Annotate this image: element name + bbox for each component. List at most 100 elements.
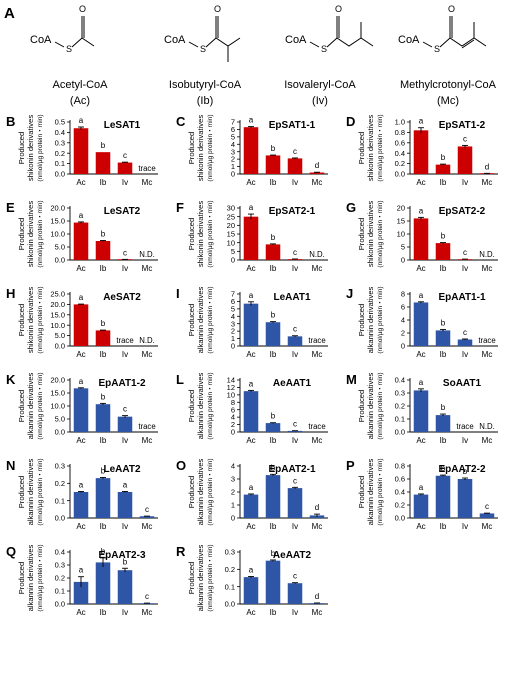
y-tick-label: 4 <box>231 413 235 422</box>
value-note: trace <box>138 422 155 431</box>
x-tick-label: Ac <box>76 522 85 531</box>
y-axis-label: (nmol/µg protein・min) <box>207 372 214 439</box>
chart-panel-n: N LeAAT2 Produced alkannin derivatives (nmol… <box>6 458 158 531</box>
x-tick-label: Ib <box>100 178 107 187</box>
bar <box>309 515 325 518</box>
x-tick-label: Ib <box>440 178 447 187</box>
chart-title: LeAAT1 <box>273 292 310 303</box>
x-tick-label: Ib <box>440 436 447 445</box>
significance-letter: c <box>293 572 297 581</box>
significance-letter: a <box>79 293 84 302</box>
significance-letter: b <box>271 311 276 320</box>
y-axis-label: shikonin derivatives <box>366 115 375 181</box>
coa-text: CoA <box>285 34 307 46</box>
bar <box>95 330 111 346</box>
significance-letter: a <box>79 566 84 575</box>
bar <box>73 304 89 346</box>
bar <box>243 391 259 432</box>
y-tick-label: 1.0 <box>395 118 405 127</box>
y-tick-label: 0.3 <box>55 561 65 570</box>
significance-letter: b <box>101 319 106 328</box>
x-tick-label: Mc <box>142 608 153 617</box>
isobutyryl-coa-structure: CoA S O <box>164 4 241 62</box>
y-tick-label: 2 <box>401 329 405 338</box>
y-tick-label: 20.0 <box>50 376 65 385</box>
chart-title: EpAAT2-2 <box>438 464 485 475</box>
compound-abbr: (Ac) <box>70 95 90 107</box>
x-tick-label: Ac <box>416 178 425 187</box>
y-axis-label: Produced <box>357 304 366 337</box>
significance-letter: b <box>441 464 446 473</box>
x-tick-label: Ac <box>246 522 255 531</box>
value-note: N.D. <box>139 250 155 259</box>
value-note: trace <box>456 422 473 431</box>
significance-letter: b <box>101 466 106 475</box>
x-tick-label: Ac <box>246 436 255 445</box>
x-tick-label: Mc <box>142 436 153 445</box>
chart-panel-j: J EpAAT1-1 Produced alkannin derivatives (nm… <box>346 286 498 359</box>
panel-letter: F <box>176 200 184 215</box>
y-tick-label: 10 <box>227 390 235 399</box>
bar <box>457 146 473 174</box>
y-tick-label: 4 <box>401 316 405 325</box>
x-tick-label: Iv <box>122 264 128 273</box>
x-tick-label: Ac <box>416 350 425 359</box>
y-axis-label: (nmol/µg protein・min) <box>207 286 214 353</box>
y-tick-label: 12 <box>227 383 235 392</box>
x-tick-label: Iv <box>462 350 468 359</box>
x-tick-label: Ib <box>270 436 277 445</box>
y-axis-label: Produced <box>357 218 366 251</box>
significance-letter: a <box>79 377 84 386</box>
y-axis-label: (nmol/µg protein・min) <box>377 114 384 181</box>
chart-title: EpAAT2-1 <box>268 464 315 475</box>
y-tick-label: 7 <box>231 118 235 127</box>
y-axis-label: alkannin derivatives <box>366 372 375 439</box>
x-tick-label: Iv <box>462 522 468 531</box>
y-tick-label: 15 <box>397 217 405 226</box>
y-tick-label: 0.0 <box>55 514 65 523</box>
y-axis-label: (nmol/µg protein・min) <box>37 372 44 439</box>
significance-letter: a <box>249 379 254 388</box>
y-axis-label: (nmol/µg protein・min) <box>37 286 44 353</box>
significance-letter: a <box>79 116 84 125</box>
y-tick-label: 0.3 <box>55 462 65 471</box>
significance-letter: c <box>293 147 297 156</box>
y-tick-label: 20.0 <box>50 204 65 213</box>
significance-letter: a <box>419 117 424 126</box>
x-tick-label: Iv <box>122 608 128 617</box>
oxygen-text: O <box>79 4 86 14</box>
y-axis-label: (nmol/µg protein・min) <box>37 114 44 181</box>
y-tick-label: 3 <box>231 147 235 156</box>
value-note: trace <box>478 336 495 345</box>
y-axis-label: (nmol/µg protein・min) <box>207 544 214 611</box>
bar <box>413 390 429 432</box>
y-axis-label: shikonin derivatives <box>26 287 35 353</box>
y-tick-label: 5 <box>231 132 235 141</box>
significance-letter: c <box>485 502 489 511</box>
y-tick-label: 0.2 <box>395 402 405 411</box>
y-tick-label: 4 <box>231 462 235 471</box>
panel-letter: E <box>6 200 15 215</box>
significance-letter: c <box>293 476 297 485</box>
y-tick-label: 6 <box>231 405 235 414</box>
compound-name: Acetyl-CoA <box>52 79 108 91</box>
y-tick-label: 0.0 <box>395 428 405 437</box>
y-tick-label: 2 <box>231 327 235 336</box>
x-tick-label: Mc <box>482 436 493 445</box>
value-note: N.D. <box>479 422 495 431</box>
x-tick-label: Ib <box>440 522 447 531</box>
significance-letter: b <box>101 141 106 150</box>
bar <box>435 164 451 174</box>
y-tick-label: 10.0 <box>50 321 65 330</box>
y-axis-label: Produced <box>187 304 196 337</box>
y-tick-label: 15.0 <box>50 217 65 226</box>
significance-letter: b <box>441 318 446 327</box>
coa-text: CoA <box>30 34 52 46</box>
significance-letter: b <box>441 153 446 162</box>
sulfur-text: S <box>321 44 327 54</box>
bar <box>287 336 303 346</box>
y-tick-label: 10 <box>227 238 235 247</box>
oxygen-text: O <box>448 4 455 14</box>
y-axis-label: Produced <box>187 476 196 509</box>
significance-letter: b <box>463 467 468 476</box>
